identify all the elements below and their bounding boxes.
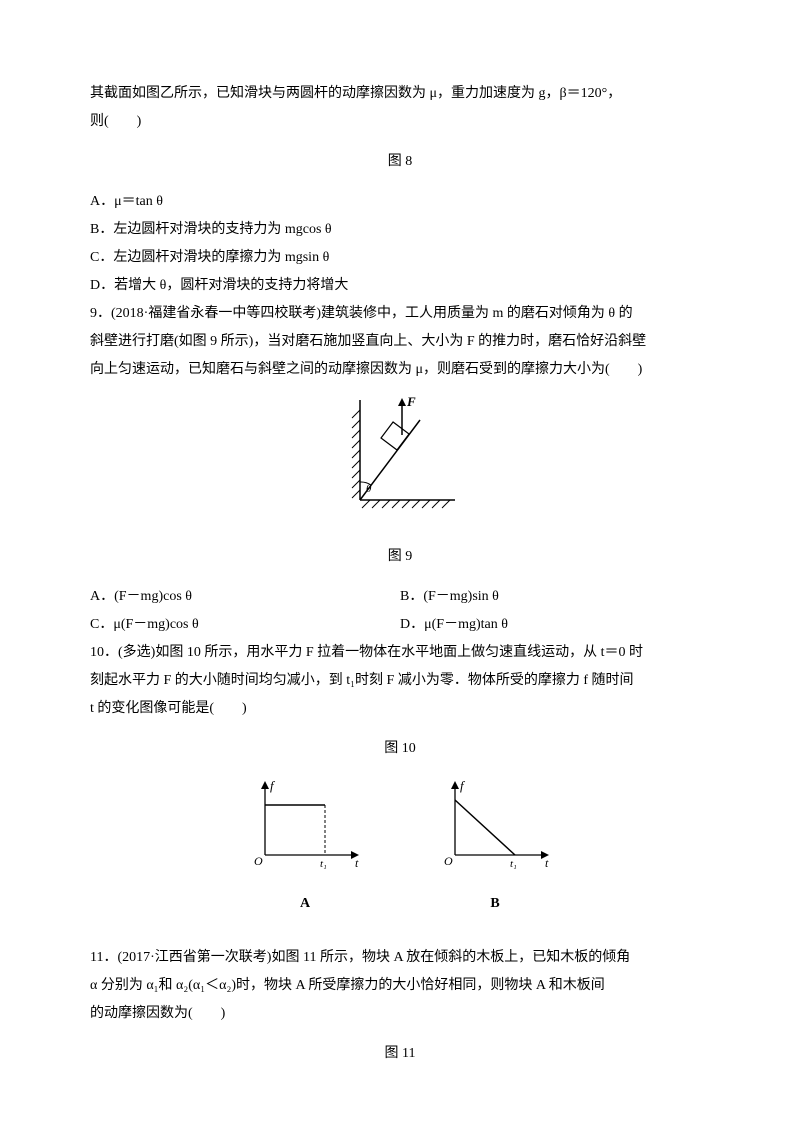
fig8-caption: 图 8 xyxy=(90,148,710,176)
fig10b-t1: t₁ xyxy=(510,858,517,870)
fig10a-O: O xyxy=(254,854,263,868)
q9-line2: 斜壁进行打磨(如图 9 所示)，当对磨石施加竖直向上、大小为 F 的推力时，磨石… xyxy=(90,328,710,356)
q9-options-row1: A．(F－mg)cos θ B．(F－mg)sin θ xyxy=(90,583,710,611)
fig10-b-label: B xyxy=(430,890,560,918)
q8-option-d: D．若增大 θ，圆杆对滑块的支持力将增大 xyxy=(90,272,710,300)
q9-options-row2: C．μ(F－mg)cos θ D．μ(F－mg)tan θ xyxy=(90,611,710,639)
fig10b-O: O xyxy=(444,854,453,868)
fig10-a-wrap: f O t t₁ A xyxy=(240,775,370,918)
q9-line3: 向上匀速运动，已知磨石与斜壁之间的动摩擦因数为 μ，则磨石受到的摩擦力大小为( … xyxy=(90,356,710,384)
q8-optC-text: C．左边圆杆对滑块的摩擦力为 mgsin θ xyxy=(90,250,329,265)
q9-option-c: C．μ(F－mg)cos θ xyxy=(90,611,400,639)
q8-optA-text: A．μ＝tan θ xyxy=(90,194,163,209)
q8-option-a: A．μ＝tan θ xyxy=(90,188,710,216)
fig10-b-svg: f O t t₁ xyxy=(430,775,560,875)
fig10-b-wrap: f O t t₁ B xyxy=(430,775,560,918)
q10-line2: 刻起水平力 F 的大小随时间均匀减小，到 t₁时刻 F 减小为零．物体所受的摩擦… xyxy=(90,667,710,695)
fig10a-y-label: f xyxy=(270,778,276,793)
fig10-row: f O t t₁ A f O t t₁ xyxy=(90,775,710,918)
q11-line3: 的动摩擦因数为( ) xyxy=(90,1000,710,1028)
fig10b-x-label: t xyxy=(545,856,549,870)
q9-line1: 9．(2018·福建省永春一中等四校联考)建筑装修中，工人用质量为 m 的磨石对… xyxy=(90,300,710,328)
q8-option-c: C．左边圆杆对滑块的摩擦力为 mgsin θ xyxy=(90,244,710,272)
q8-intro-line2: 则( ) xyxy=(90,108,710,136)
fig9-F: F xyxy=(406,394,416,409)
q9-option-a: A．(F－mg)cos θ xyxy=(90,583,400,611)
q9-option-d: D．μ(F－mg)tan θ xyxy=(400,611,710,639)
fig10-a-svg: f O t t₁ xyxy=(240,775,370,875)
q10-line1: 10．(多选)如图 10 所示，用水平力 F 拉着一物体在水平地面上做匀速直线运… xyxy=(90,639,710,667)
fig10-caption: 图 10 xyxy=(90,735,710,763)
q10-line3: t 的变化图像可能是( ) xyxy=(90,695,710,723)
fig10a-x-label: t xyxy=(355,856,359,870)
q8-optB-text: B．左边圆杆对滑块的支持力为 mgcos θ xyxy=(90,222,332,237)
q8-intro-line1: 其截面如图乙所示，已知滑块与两圆杆的动摩擦因数为 μ，重力加速度为 g，β＝12… xyxy=(90,80,710,108)
q8-optD-text: D．若增大 θ，圆杆对滑块的支持力将增大 xyxy=(90,278,348,293)
q8-option-b: B．左边圆杆对滑块的支持力为 mgcos θ xyxy=(90,216,710,244)
fig10b-y-label: f xyxy=(460,778,466,793)
fig9-theta: θ xyxy=(366,483,372,495)
q9-option-b: B．(F－mg)sin θ xyxy=(400,583,710,611)
fig11-caption: 图 11 xyxy=(90,1040,710,1068)
fig9-svg: θ F xyxy=(330,390,470,520)
q11-line2: α 分别为 α₁和 α₂(α₁＜α₂)时，物块 A 所受摩擦力的大小恰好相同，则… xyxy=(90,972,710,1000)
q11-line1: 11．(2017·江西省第一次联考)如图 11 所示，物块 A 放在倾斜的木板上… xyxy=(90,944,710,972)
fig10a-t1: t₁ xyxy=(320,858,327,870)
fig9: θ F xyxy=(90,390,710,531)
fig10-a-label: A xyxy=(240,890,370,918)
fig9-caption: 图 9 xyxy=(90,543,710,571)
page: 其截面如图乙所示，已知滑块与两圆杆的动摩擦因数为 μ，重力加速度为 g，β＝12… xyxy=(0,0,800,1140)
spacer xyxy=(90,926,710,944)
